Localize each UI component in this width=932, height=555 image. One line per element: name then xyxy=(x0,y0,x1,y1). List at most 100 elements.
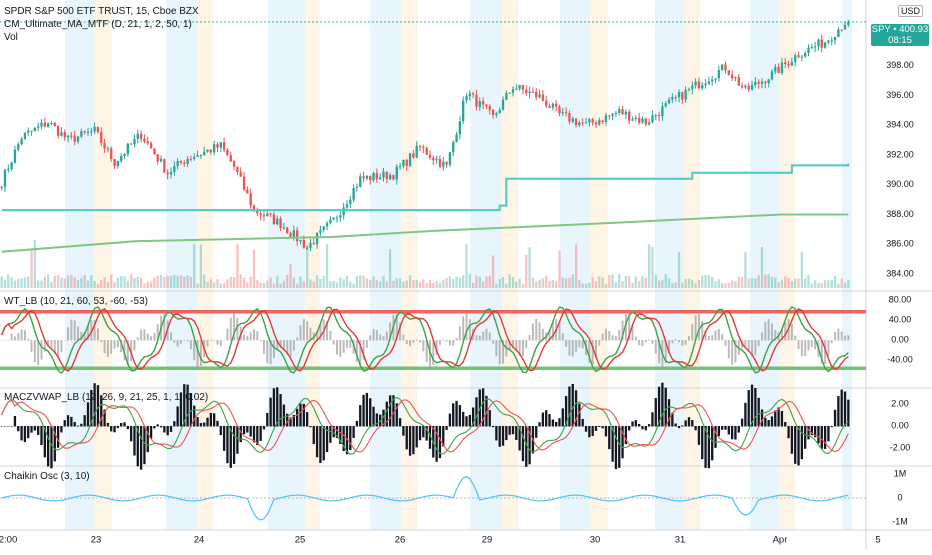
candle-body xyxy=(395,166,398,180)
macd-indicator-legend[interactable]: MACZVWAP_LB (12, 26, 9, 21, 25, 1, 1, 0.… xyxy=(4,392,209,403)
wt-histogram-bar xyxy=(375,330,378,341)
candle-body xyxy=(817,39,820,47)
macd-histogram-bar xyxy=(222,426,226,451)
session-band xyxy=(655,0,684,530)
volume-bar xyxy=(309,279,312,288)
wt-histogram-bar xyxy=(86,325,89,341)
candle-body xyxy=(581,122,584,124)
time-axis-label: 31 xyxy=(675,535,686,546)
wt-indicator-legend[interactable]: WT_LB (10, 21, 60, 53, -60, -53) xyxy=(4,296,148,307)
candle-body xyxy=(657,115,661,117)
volume-bar xyxy=(737,276,740,288)
candle-body xyxy=(674,97,677,99)
macd-histogram-bar xyxy=(817,426,820,444)
time-axis-label: 25 xyxy=(295,535,306,546)
candle-body xyxy=(302,239,305,249)
macd-histogram-bar xyxy=(608,426,611,450)
wt-histogram-bar xyxy=(634,336,637,341)
volume-bar xyxy=(614,282,618,288)
volume-bar xyxy=(508,274,511,288)
candle-body xyxy=(156,154,159,162)
volume-bar xyxy=(229,276,232,288)
macd-histogram-bar xyxy=(266,412,269,427)
candle-body xyxy=(721,64,724,71)
candle-body xyxy=(269,213,272,215)
macd-histogram-bar xyxy=(760,409,764,427)
candle-body xyxy=(760,81,764,84)
macd-histogram-bar xyxy=(90,389,93,427)
volume-bar xyxy=(438,282,442,288)
volume-bar xyxy=(252,249,256,288)
volume-bar xyxy=(249,276,252,288)
candle-body xyxy=(129,143,133,145)
chaikin-indicator-legend[interactable]: Chaikin Osc (3, 10) xyxy=(4,471,90,482)
macd-histogram-bar xyxy=(96,385,100,427)
volume-bar xyxy=(305,245,309,288)
wt-histogram-bar xyxy=(382,336,385,341)
wt-histogram-bar xyxy=(432,340,435,365)
volume-bar xyxy=(740,277,744,288)
wt-histogram-bar xyxy=(329,330,332,341)
macd-histogram-bar xyxy=(322,426,325,461)
ma-indicator-legend[interactable]: CM_Ultimate_MA_MTF (D, 21, 1, 2, 50, 1) xyxy=(4,19,192,30)
macd-histogram-bar xyxy=(508,426,511,435)
macd-histogram-bar xyxy=(740,418,744,427)
volume-bar xyxy=(501,277,505,288)
wt-histogram-bar xyxy=(515,340,518,351)
candle-body xyxy=(56,126,60,136)
candle-body xyxy=(365,175,369,179)
macd-histogram-bar xyxy=(684,420,687,427)
candle-body xyxy=(53,123,56,127)
macd-histogram-bar xyxy=(827,426,830,442)
candle-body xyxy=(455,134,458,143)
candle-body xyxy=(538,94,541,98)
volume-bar xyxy=(442,279,445,288)
macd-histogram-bar xyxy=(37,426,40,435)
macd-histogram-bar xyxy=(445,426,448,430)
macd-histogram-bar xyxy=(594,426,598,431)
volume-bar xyxy=(159,274,163,288)
candle-body xyxy=(598,120,601,125)
candle-body xyxy=(697,81,701,89)
candle-body xyxy=(767,79,770,84)
volume-bar xyxy=(511,277,515,288)
candle-body xyxy=(325,223,329,227)
macd-histogram-bar xyxy=(116,426,120,429)
candle-body xyxy=(488,106,491,110)
wt-histogram-bar xyxy=(209,339,212,341)
macd-histogram-bar xyxy=(372,406,375,427)
symbol-legend[interactable]: SPDR S&P 500 ETF TRUST, 15, Cboe BZX xyxy=(4,6,199,17)
volume-legend[interactable]: Vol xyxy=(4,32,18,43)
candle-body xyxy=(574,118,578,126)
currency-badge[interactable]: USD xyxy=(898,5,924,17)
moving-average-line-2 xyxy=(1,213,849,253)
macd-histogram-bar xyxy=(249,426,252,437)
candle-body xyxy=(222,142,226,150)
wt-histogram-bar xyxy=(671,340,674,344)
candle-body xyxy=(458,121,462,135)
candle-body xyxy=(568,112,571,122)
wt-histogram-bar xyxy=(319,324,322,341)
volume-bar xyxy=(189,276,193,288)
macd-histogram-bar xyxy=(196,417,199,427)
macd-histogram-bar xyxy=(136,426,139,467)
wt-histogram-bar xyxy=(186,340,189,342)
wt-histogram-bar xyxy=(20,329,23,341)
wt-histogram-bar xyxy=(73,320,76,341)
candle-body xyxy=(432,157,435,161)
wt-histogram-bar xyxy=(395,314,398,341)
volume-bar xyxy=(521,283,525,288)
candle-body xyxy=(465,96,468,101)
wt-histogram-bar xyxy=(538,322,541,341)
macd-histogram-bar xyxy=(774,410,777,427)
wt-histogram-bar xyxy=(236,317,239,341)
macd-histogram-bar xyxy=(734,426,737,440)
volume-bar xyxy=(505,283,508,288)
volume-bar xyxy=(276,275,279,288)
candle-body xyxy=(189,158,193,160)
candle-body xyxy=(681,92,684,100)
macd-histogram-bar xyxy=(495,426,498,441)
volume-bar xyxy=(199,244,203,288)
